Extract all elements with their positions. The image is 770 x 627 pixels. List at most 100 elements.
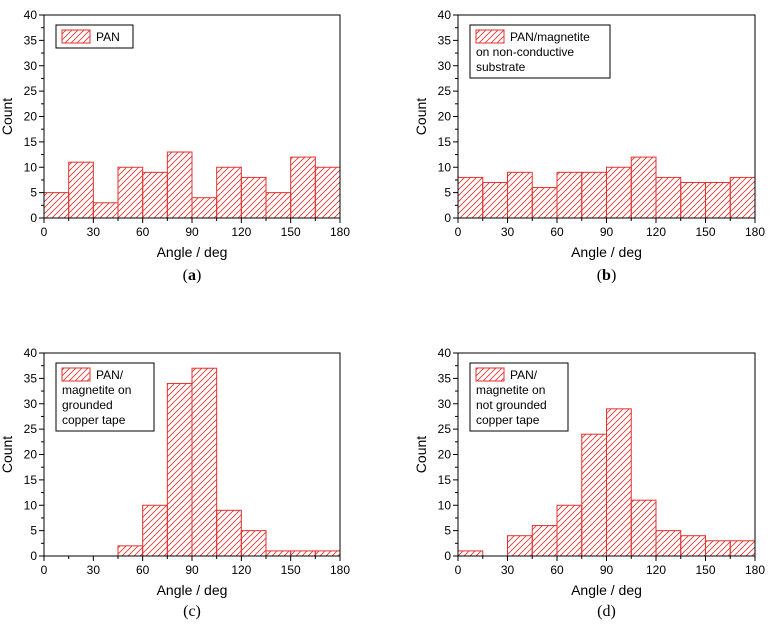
y-tick-label: 30	[24, 397, 38, 411]
y-tick-label: 35	[438, 371, 452, 385]
y-tick-label: 20	[438, 110, 452, 124]
histogram-bar	[216, 166, 242, 219]
histogram-bar	[606, 166, 632, 219]
histogram-bar	[531, 525, 558, 557]
legend-label: on non-conductive	[476, 45, 574, 59]
y-axis-label: Count	[0, 98, 15, 135]
x-tick-label: 90	[185, 563, 199, 577]
y-tick-label: 30	[438, 59, 452, 73]
y-tick-label: 15	[438, 473, 452, 487]
histogram-bar	[191, 367, 218, 557]
histogram-bar	[507, 171, 533, 219]
x-tick-label: 180	[330, 563, 350, 577]
panel-caption: (d)	[597, 603, 616, 620]
legend-label: PAN	[96, 30, 120, 44]
chart-panel-4: 0 30 60 90 120 150 180 0 5 10 15 20 25 30 35 40 Angle / …	[413, 346, 765, 620]
x-tick-label: 150	[281, 563, 301, 577]
x-axis-label: Angle / deg	[157, 244, 228, 260]
legend-label: substrate	[476, 60, 526, 74]
histogram-bar	[705, 181, 731, 219]
x-tick-label: 150	[281, 225, 301, 239]
x-tick-label: 30	[501, 563, 515, 577]
histogram-bar	[729, 176, 756, 219]
legend-label: grounded	[62, 398, 113, 412]
legend-swatch	[475, 29, 505, 44]
chart-panel-1: 0 30 60 90 120 150 180 0 5 10 15 20 25 30 35 40 Angle / …	[0, 8, 350, 284]
y-tick-label: 10	[24, 160, 38, 174]
chart-panel-3: 0 30 60 90 120 150 180 0 5 10 15 20 25 30 35 40 Angle / …	[0, 346, 350, 620]
y-tick-label: 25	[438, 422, 452, 436]
histogram-bar	[314, 550, 341, 557]
x-tick-label: 90	[600, 225, 614, 239]
x-tick-label: 30	[87, 563, 101, 577]
histogram-bar	[43, 192, 70, 219]
histogram-bar	[216, 509, 242, 557]
x-axis-label: Angle / deg	[157, 582, 228, 598]
y-tick-label: 40	[24, 8, 38, 22]
histogram-bar	[457, 550, 484, 557]
x-tick-label: 150	[695, 563, 715, 577]
histogram-bar	[630, 499, 657, 557]
histogram-bar	[142, 171, 168, 219]
x-tick-label: 90	[185, 225, 199, 239]
histogram-bar	[290, 156, 316, 219]
legend-swatch	[475, 367, 505, 382]
y-tick-label: 15	[438, 135, 452, 149]
x-tick-label: 0	[455, 563, 462, 577]
x-tick-label: 120	[231, 225, 251, 239]
histogram-bar	[630, 156, 657, 219]
y-tick-label: 0	[444, 211, 451, 225]
y-tick-label: 5	[444, 524, 451, 538]
histogram-bar	[482, 181, 508, 219]
y-tick-label: 15	[24, 473, 38, 487]
panel-caption: (a)	[183, 267, 202, 284]
x-tick-label: 0	[41, 225, 48, 239]
y-tick-label: 0	[30, 549, 37, 563]
y-tick-label: 5	[444, 186, 451, 200]
legend-label: copper tape	[62, 413, 126, 427]
histogram-bar	[680, 535, 706, 557]
x-tick-label: 120	[646, 563, 666, 577]
x-tick-label: 30	[501, 225, 515, 239]
histogram-bar	[92, 202, 119, 219]
y-tick-label: 35	[24, 371, 38, 385]
legend-swatch	[61, 29, 91, 44]
histogram-bar	[581, 171, 607, 219]
legend-label: PAN/magnetite	[510, 30, 590, 44]
y-tick-label: 30	[438, 397, 452, 411]
legend-label: magnetite on	[62, 383, 131, 397]
x-tick-label: 180	[745, 225, 765, 239]
histogram-bar	[117, 166, 144, 219]
x-tick-label: 30	[87, 225, 101, 239]
y-tick-label: 0	[30, 211, 37, 225]
histogram-bar	[581, 433, 607, 557]
y-tick-label: 40	[438, 346, 452, 360]
x-tick-label: 180	[745, 563, 765, 577]
y-axis-label: Count	[413, 436, 429, 473]
x-tick-label: 120	[646, 225, 666, 239]
histogram-bar	[457, 176, 484, 219]
x-tick-label: 180	[330, 225, 350, 239]
histogram-bar	[290, 550, 316, 557]
histogram-bar	[240, 176, 267, 219]
y-tick-label: 15	[24, 135, 38, 149]
y-tick-label: 10	[438, 160, 452, 174]
histogram-bar	[680, 181, 706, 219]
legend-label: PAN/	[96, 368, 124, 382]
x-tick-label: 60	[136, 225, 150, 239]
histogram-bar	[68, 161, 94, 219]
histogram-bar	[191, 197, 218, 219]
y-tick-label: 35	[24, 33, 38, 47]
legend-label: copper tape	[476, 413, 540, 427]
histogram-bar	[556, 171, 583, 219]
y-tick-label: 25	[24, 422, 38, 436]
y-tick-label: 35	[438, 33, 452, 47]
legend-swatch	[61, 367, 91, 382]
panel-caption: (c)	[183, 603, 201, 620]
x-axis-label: Angle / deg	[571, 582, 642, 598]
x-tick-label: 0	[455, 225, 462, 239]
y-tick-label: 30	[24, 59, 38, 73]
histogram-bar	[507, 535, 533, 557]
y-tick-label: 20	[24, 448, 38, 462]
